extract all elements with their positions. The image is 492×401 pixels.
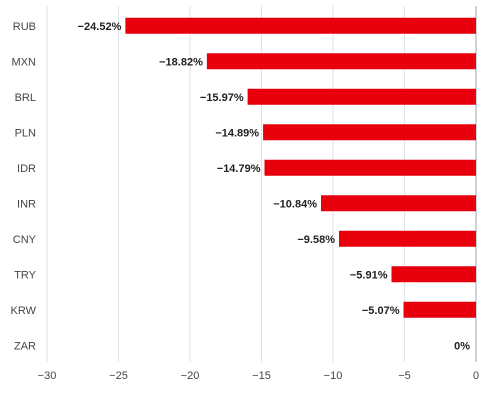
- x-tick-label: −5: [398, 370, 411, 382]
- data-labels: −24.52% −18.82% −15.97% −14.89% −14.79% −10.8…: [78, 21, 471, 353]
- category-label: IDR: [17, 163, 36, 175]
- x-tick-label: −15: [252, 370, 271, 382]
- bar: [391, 266, 476, 283]
- category-label: TRY: [14, 269, 36, 281]
- data-label: −5.07%: [362, 305, 400, 317]
- category-label: INR: [17, 198, 36, 210]
- bar: [206, 53, 476, 70]
- data-label: −24.52%: [78, 21, 122, 33]
- category-label: KRW: [11, 305, 37, 317]
- bar: [247, 88, 476, 105]
- bar: [320, 195, 476, 212]
- category-label: MXN: [12, 56, 37, 68]
- data-label: −14.79%: [217, 163, 261, 175]
- category-label: BRL: [15, 92, 36, 104]
- category-label: CNY: [13, 234, 37, 246]
- data-label: 0%: [454, 340, 470, 352]
- bar: [264, 159, 476, 176]
- category-labels: RUB MXN BRL PLN IDR INR CNY TRY KRW ZAR: [11, 21, 37, 353]
- x-tick-label: 0: [473, 370, 479, 382]
- data-label: −5.91%: [350, 269, 388, 281]
- data-label: −10.84%: [273, 198, 317, 210]
- bars: [125, 17, 476, 318]
- bar: [125, 17, 476, 34]
- data-label: −14.89%: [215, 127, 259, 139]
- bar: [403, 301, 476, 318]
- data-label: −18.82%: [159, 56, 203, 68]
- x-tick-label: −30: [38, 370, 57, 382]
- x-tick-label: −25: [109, 370, 128, 382]
- category-label: ZAR: [14, 340, 36, 352]
- data-label: −9.58%: [297, 234, 335, 246]
- data-label: −15.97%: [200, 92, 244, 104]
- x-tick-label: −10: [324, 370, 343, 382]
- category-label: RUB: [13, 21, 36, 33]
- bar: [263, 124, 476, 141]
- x-axis: −30 −25 −20 −15 −10 −5 0: [38, 370, 479, 382]
- category-label: PLN: [15, 127, 36, 139]
- bar: [339, 230, 476, 247]
- x-tick-label: −20: [181, 370, 200, 382]
